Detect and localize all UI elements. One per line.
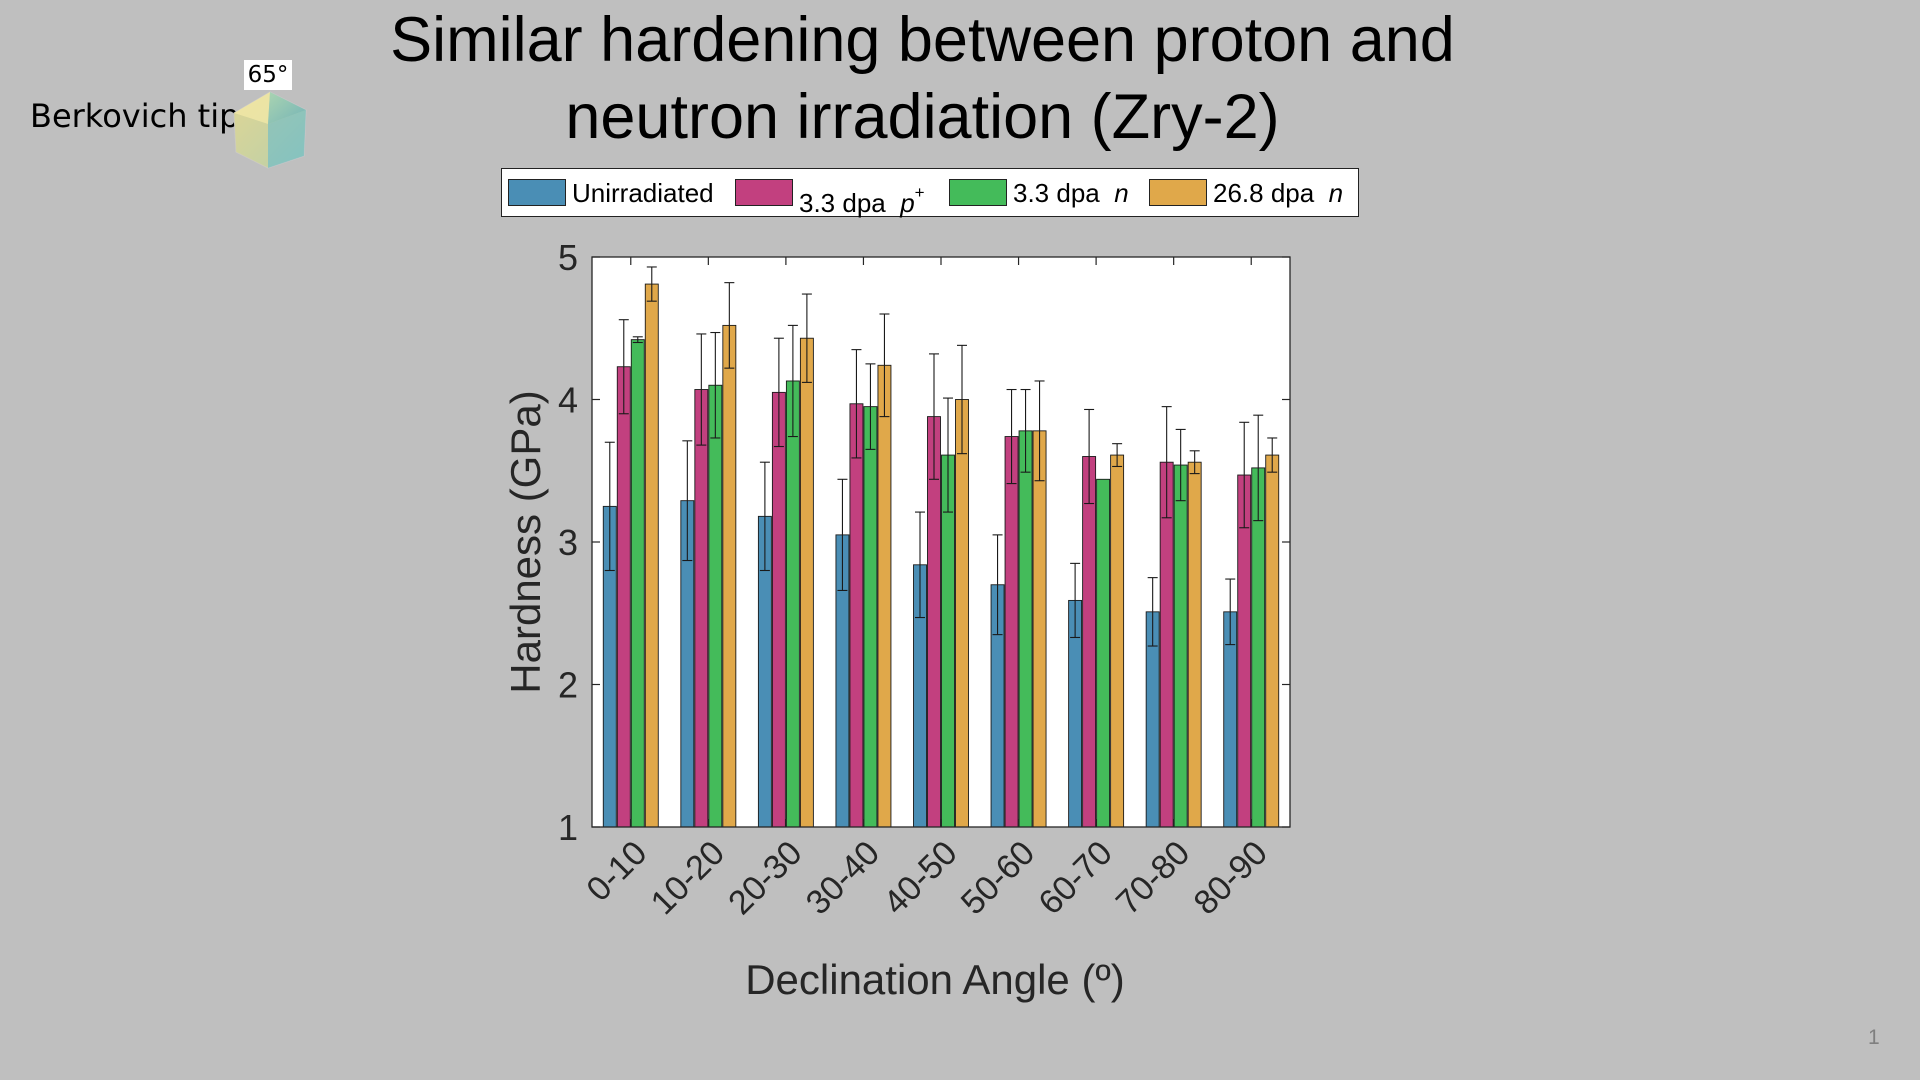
bar [955, 399, 969, 828]
slide-title: Similar hardening between proton and neu… [390, 5, 1455, 152]
x-tick-label: 10-20 [644, 834, 732, 922]
x-axis-label: Declination Angle (º) [745, 956, 1125, 1003]
error-bar [915, 511, 925, 619]
bar [722, 324, 737, 828]
error-bar [1020, 388, 1031, 473]
x-tick-label: 20-30 [721, 834, 809, 922]
error-bar [929, 353, 939, 480]
legend-swatch [1149, 179, 1207, 206]
x-tick-label: 60-70 [1031, 834, 1119, 922]
error-bar [957, 344, 967, 455]
legend-label: 26.8 dpa n [1213, 178, 1344, 208]
error-bar [1175, 428, 1186, 502]
error-bar [1070, 562, 1081, 639]
bar [1187, 461, 1202, 828]
error-bar [773, 337, 784, 448]
error-bar [696, 333, 707, 446]
error-bar [646, 266, 657, 302]
error-bar [710, 331, 721, 439]
error-bar [787, 324, 798, 438]
bar [863, 406, 878, 828]
error-bar [879, 313, 890, 418]
bar [1265, 454, 1280, 828]
error-bar [1189, 450, 1200, 475]
error-bar [632, 336, 643, 344]
error-bar [618, 319, 629, 415]
bar [799, 337, 814, 828]
berkovich-tip-label: Berkovich tip [30, 97, 240, 135]
bar [708, 384, 723, 828]
bar [644, 283, 659, 828]
legend-label: 3.3 dpa p+ [799, 183, 925, 218]
error-bar [943, 397, 953, 513]
bar [785, 380, 800, 828]
x-tick-label: 40-50 [876, 834, 964, 922]
tip-angle-label: 65° [244, 60, 292, 90]
error-bar [1267, 437, 1278, 473]
error-bar [604, 441, 615, 572]
y-tick-label: 2 [558, 665, 578, 706]
error-bar [801, 293, 812, 383]
error-bar [682, 440, 693, 562]
error-bar [724, 282, 735, 369]
x-tick-label: 80-90 [1187, 834, 1275, 922]
error-bar [1225, 578, 1236, 646]
y-tick-label: 4 [558, 380, 578, 421]
x-tick-label: 0-10 [579, 834, 654, 909]
berkovich-pyramid-icon [233, 91, 307, 169]
bar [1004, 436, 1019, 828]
error-bar [1239, 421, 1250, 529]
bar [849, 403, 864, 828]
bar [1110, 454, 1125, 828]
plot-area [592, 257, 1290, 827]
chart-legend: Unirradiated 3.3 dpa p+ 3.3 dpa n 26.8 d… [501, 168, 1359, 218]
legend-label: Unirradiated [572, 178, 714, 208]
x-tick-label: 30-40 [799, 834, 887, 922]
legend-label: 3.3 dpa n [1013, 178, 1129, 208]
bar [1082, 456, 1097, 828]
bar [694, 389, 709, 828]
x-tick-label: 70-80 [1109, 834, 1197, 922]
y-tick-label: 1 [558, 807, 578, 848]
legend-swatch [508, 179, 566, 206]
bar [1096, 478, 1111, 828]
bar [1018, 430, 1033, 828]
y-axis-label: Hardness (GPa) [502, 390, 549, 693]
legend-swatch [949, 179, 1007, 206]
bar [1251, 467, 1266, 828]
error-bar [851, 349, 862, 459]
error-bar [1006, 388, 1017, 485]
legend-swatch [735, 179, 793, 206]
bar [630, 339, 645, 828]
bar [1173, 464, 1188, 828]
x-tick-label: 50-60 [954, 834, 1042, 922]
error-bar [1112, 443, 1123, 468]
error-bar [1084, 408, 1095, 505]
error-bar [1253, 414, 1264, 522]
bar [877, 364, 892, 828]
error-bar [1034, 380, 1045, 482]
error-bar [1147, 577, 1158, 647]
error-bar [759, 461, 770, 572]
page-number: 1 [1868, 1026, 1880, 1049]
y-tick-label: 3 [558, 522, 578, 563]
error-bar [992, 534, 1003, 636]
bar [771, 391, 786, 828]
error-bar [837, 478, 848, 592]
y-tick-label: 5 [558, 237, 578, 278]
error-bar [865, 363, 876, 450]
bar [1032, 430, 1047, 828]
error-bar [1161, 406, 1172, 519]
bar [616, 366, 631, 828]
